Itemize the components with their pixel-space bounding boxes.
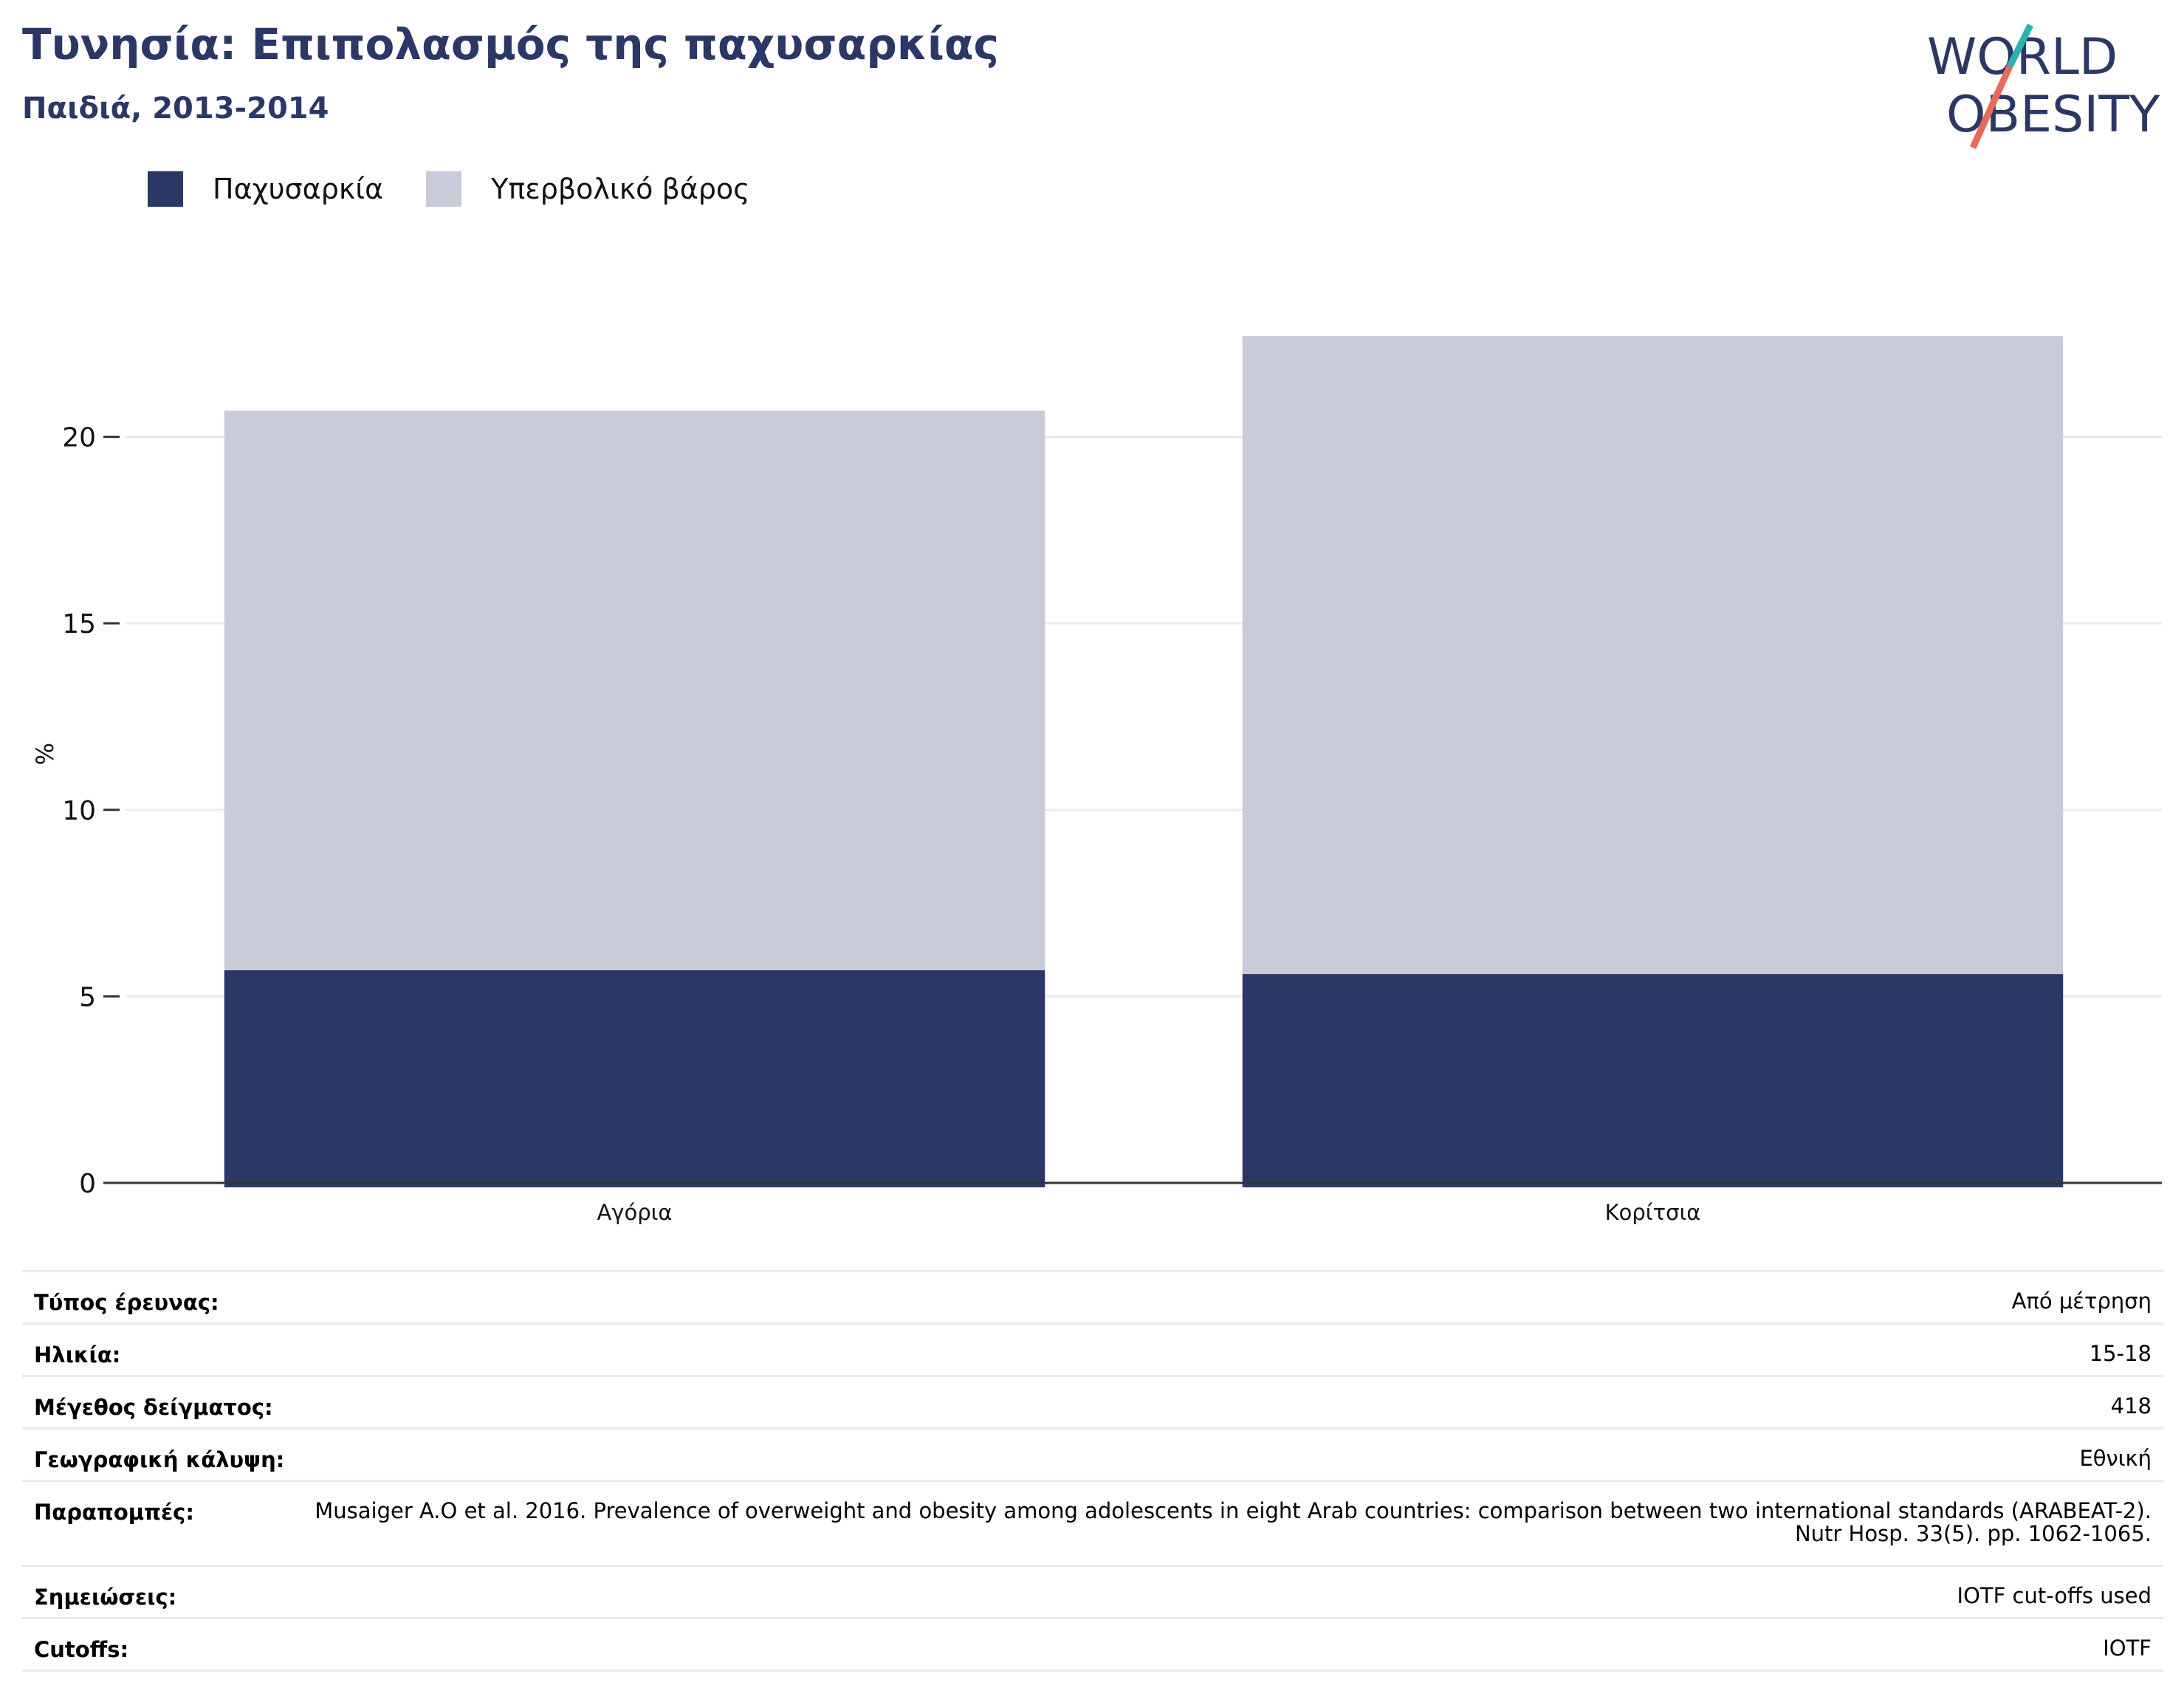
row-key-coverage: Γεωγραφική κάλυψη: [22, 1427, 297, 1481]
bar-segment [224, 970, 1045, 1187]
table-row: Γεωγραφική κάλυψη: Εθνική [22, 1427, 2163, 1481]
legend-item-overweight[interactable]: Υπερβολικό βάρος [426, 171, 749, 207]
table-row: Σημειώσεις: IOTF cut-offs used [22, 1565, 2163, 1619]
legend: Παχυσαρκία Υπερβολικό βάρος [148, 171, 792, 207]
row-value-sample-size: 418 [296, 1375, 2163, 1429]
chart-title: Τυνησία: Επιπολασμός της παχυσαρκίας [22, 19, 999, 69]
survey-details-table: Τύπος έρευνας: Από μέτρηση Ηλικία: 15-18… [22, 1270, 2163, 1672]
y-tick-label: 15 [62, 609, 96, 639]
chart-subtitle: Παιδιά, 2013-2014 [22, 92, 329, 126]
table-row: Ηλικία: 15-18 [22, 1322, 2163, 1376]
y-axis-label: % [31, 743, 59, 765]
legend-swatch-overweight [426, 171, 462, 207]
legend-item-obesity[interactable]: Παχυσαρκία [148, 171, 383, 207]
x-tick-label: Κορίτσια [1605, 1200, 1701, 1225]
row-value-survey-type: Από μέτρηση [296, 1270, 2163, 1324]
stacked-bar-chart: 0 5 10 15 20% Αγόρια Κορίτσια [31, 336, 2162, 1225]
legend-label-obesity: Παχυσαρκία [213, 173, 384, 205]
table-row: Cutoffs: IOTF [22, 1617, 2163, 1672]
row-value-references: Musaiger A.O et al. 2016. Prevalence of … [296, 1480, 2163, 1566]
bar-segment [224, 411, 1045, 971]
table-row: Μέγεθος δείγματος: 418 [22, 1375, 2163, 1429]
table-row: Παραπομπές: Musaiger A.O et al. 2016. Pr… [22, 1480, 2163, 1566]
row-value-age: 15-18 [296, 1322, 2163, 1376]
row-value-cutoffs: IOTF [296, 1617, 2163, 1672]
bar-segment [1242, 974, 2064, 1187]
legend-swatch-obesity [148, 171, 183, 207]
row-key-notes: Σημειώσεις: [22, 1565, 297, 1619]
logo-slash-teal [2006, 23, 2034, 69]
row-value-coverage: Εθνική [296, 1427, 2163, 1481]
row-key-sample-size: Μέγεθος δείγματος: [22, 1375, 297, 1429]
y-tick-label: 0 [79, 1169, 96, 1199]
y-tick-label: 10 [62, 796, 96, 826]
row-key-survey-type: Τύπος έρευνας: [22, 1270, 297, 1324]
row-key-cutoffs: Cutoffs: [22, 1617, 297, 1672]
bar-segment [1242, 336, 2064, 975]
row-key-references: Παραπομπές: [22, 1480, 297, 1566]
legend-label-overweight: Υπερβολικό βάρος [491, 173, 750, 205]
world-obesity-logo: WORLD OBESITY [1927, 23, 2160, 149]
x-tick-label: Αγόρια [597, 1200, 672, 1225]
logo-slash-coral [1969, 65, 2013, 149]
table-row: Τύπος έρευνας: Από μέτρηση [22, 1270, 2163, 1324]
y-tick-label: 5 [79, 982, 96, 1012]
row-key-age: Ηλικία: [22, 1322, 297, 1376]
row-value-notes: IOTF cut-offs used [296, 1565, 2163, 1619]
y-tick-label: 20 [62, 423, 96, 453]
